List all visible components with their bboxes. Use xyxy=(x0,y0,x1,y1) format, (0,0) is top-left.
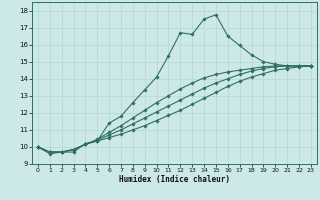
X-axis label: Humidex (Indice chaleur): Humidex (Indice chaleur) xyxy=(119,175,230,184)
